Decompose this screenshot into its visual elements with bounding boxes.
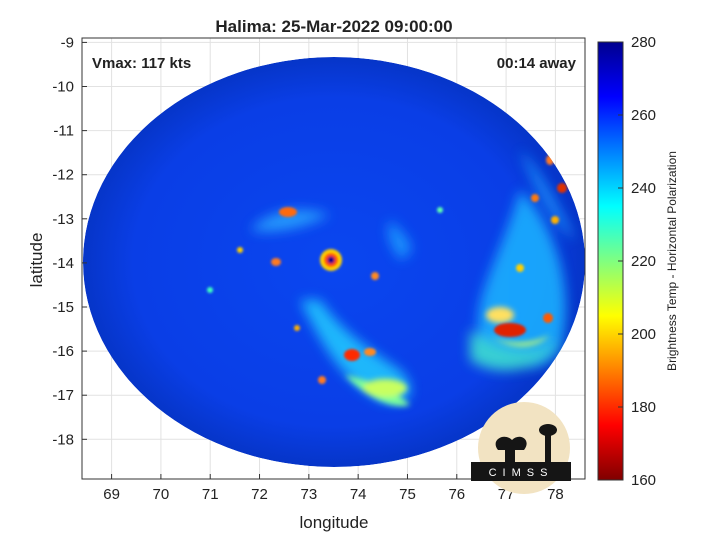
chart-title: Halima: 25-Mar-2022 09:00:00 (215, 17, 452, 36)
x-tick-label: 71 (202, 486, 219, 503)
time-away-annotation: 00:14 away (497, 55, 577, 72)
x-tick-label: 73 (300, 486, 317, 503)
y-tick-label: -18 (52, 431, 74, 448)
colorbar-tick-label: 280 (631, 34, 656, 51)
y-axis-label: latitude (27, 233, 46, 288)
colorbar-label: Brightness Temp - Horizontal Polarizatio… (665, 151, 679, 371)
cimss-logo: CIMSS (471, 402, 571, 494)
y-tick-label: -10 (52, 79, 74, 96)
x-tick-label: 70 (153, 486, 170, 503)
x-tick-label: 75 (399, 486, 416, 503)
y-tick-label: -14 (52, 255, 74, 272)
microwave-imagery (83, 57, 585, 467)
y-tick-label: -16 (52, 343, 74, 360)
colorbar-tick-label: 240 (631, 180, 656, 197)
y-tick-label: -15 (52, 299, 74, 316)
colorbar-tick-label: 260 (631, 107, 656, 124)
vmax-annotation: Vmax: 117 kts (92, 55, 191, 72)
y-tick-label: -13 (52, 211, 74, 228)
colorbar-tick-label: 180 (631, 399, 656, 416)
x-tick-label: 74 (350, 486, 367, 503)
y-tick-label: -17 (52, 387, 74, 404)
x-tick-label: 78 (547, 486, 564, 503)
cimss-logo-text: CIMSS (489, 467, 554, 479)
colorbar: 280 260 240 220 200 180 160 Brightness Temp - … (597, 34, 679, 489)
y-tick-label: -12 (52, 167, 74, 184)
axes-frame (81, 37, 586, 480)
y-tick-label: -9 (61, 34, 74, 51)
x-axis-label: longitude (299, 513, 368, 532)
colorbar-tick-label: 220 (631, 253, 656, 270)
x-tick-label: 69 (103, 486, 120, 503)
y-axis-ticks: -9 -10 -11 -12 -13 -14 -15 -16 -17 -18 (52, 34, 87, 448)
colorbar-tick-label: 160 (631, 472, 656, 489)
colorbar-tick-label: 200 (631, 326, 656, 343)
x-tick-label: 76 (448, 486, 465, 503)
x-tick-label: 72 (251, 486, 268, 503)
colorbar-ticks: 280 260 240 220 200 180 160 (618, 34, 656, 489)
y-tick-label: -11 (53, 123, 74, 140)
